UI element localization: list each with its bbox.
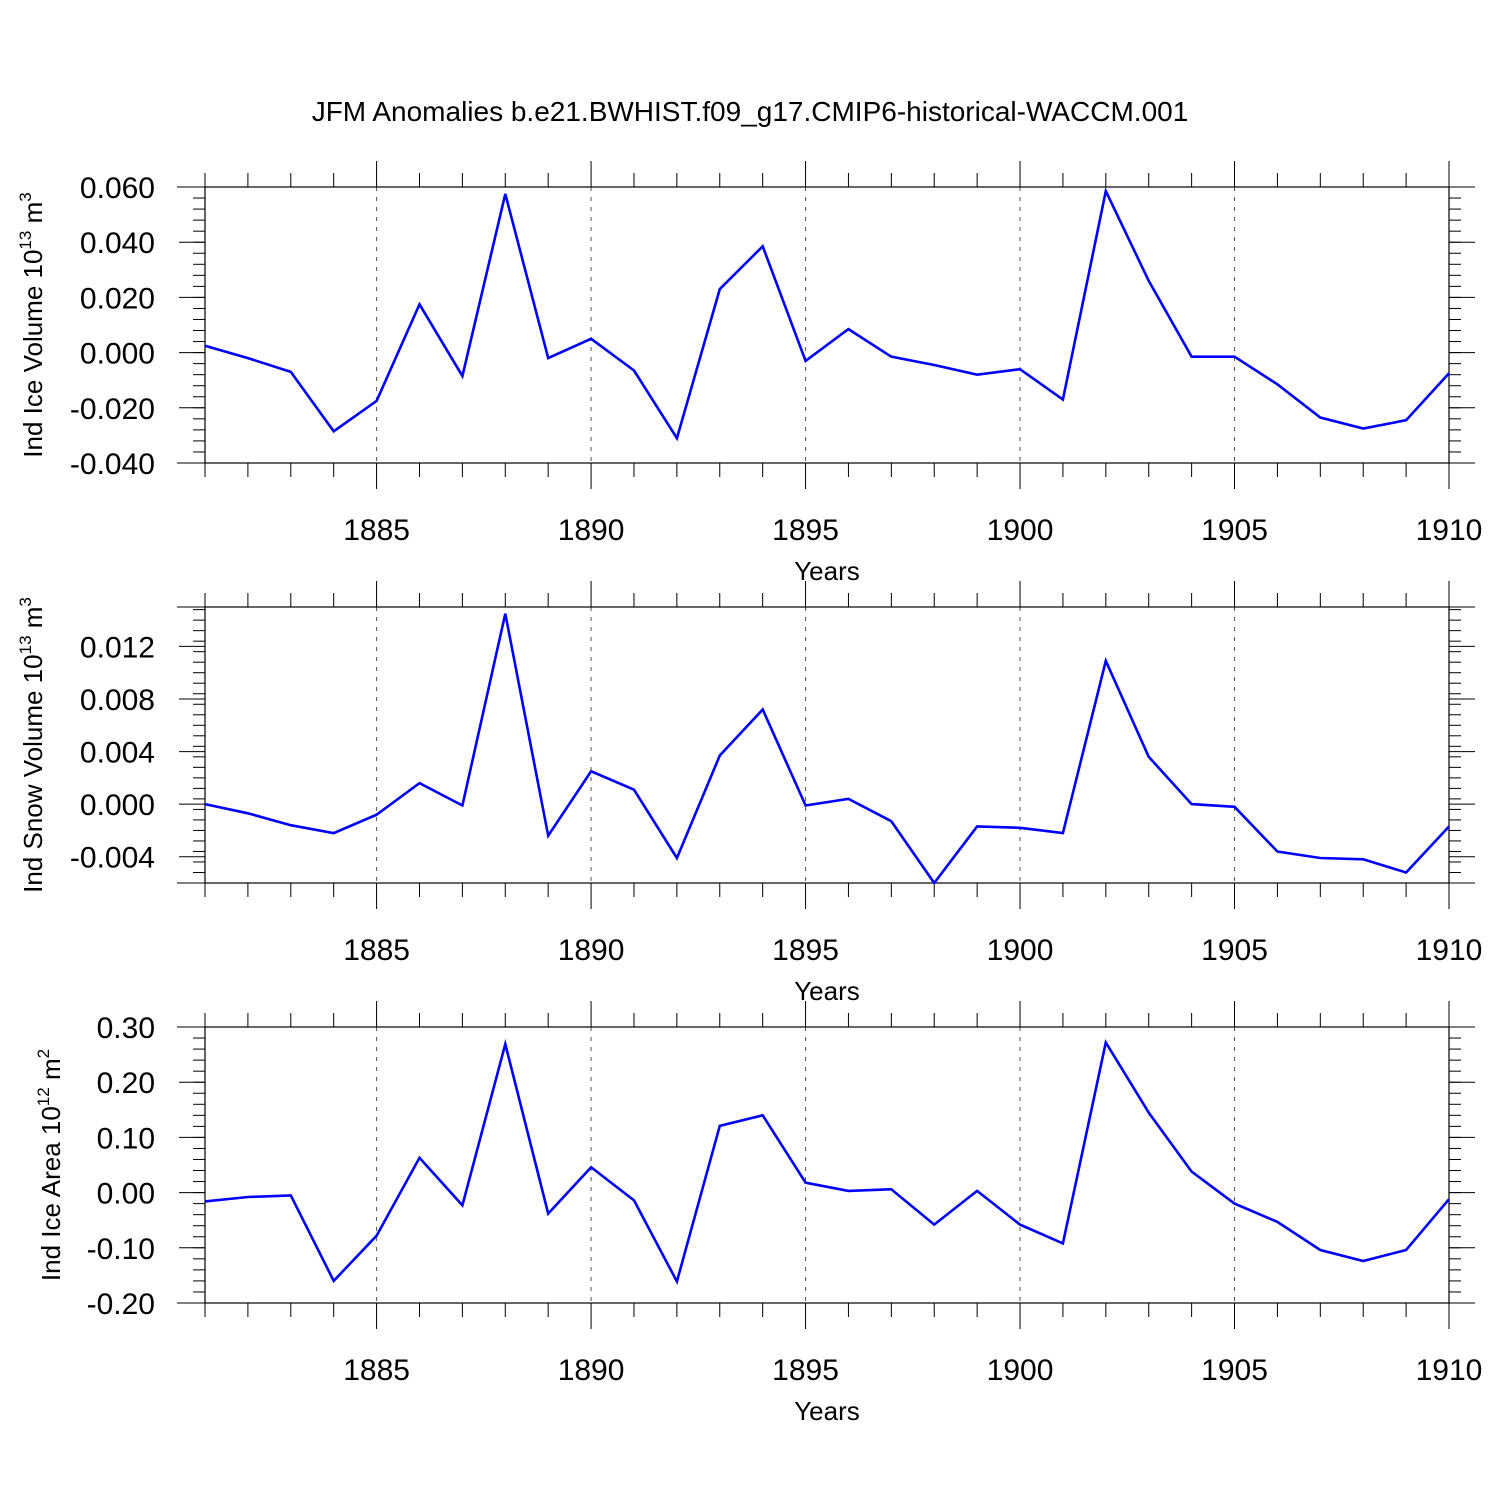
x-tick-label: 1905 xyxy=(1201,934,1268,967)
y-tick-label: 0.20 xyxy=(97,1067,155,1100)
y-tick-label: 0.040 xyxy=(80,227,155,260)
y-tick-label: -0.004 xyxy=(70,842,155,875)
x-tick-label: 1895 xyxy=(772,934,839,967)
y-tick-label: -0.10 xyxy=(87,1233,155,1266)
x-tick-label: 1905 xyxy=(1201,514,1268,547)
x-tick-label: 1895 xyxy=(772,1354,839,1387)
x-tick-label: 1890 xyxy=(558,934,625,967)
y-tick-label: 0.004 xyxy=(80,737,155,770)
y-axis-label: Ind Snow Volume 1013 m3 xyxy=(16,597,48,893)
chart-title: JFM Anomalies b.e21.BWHIST.f09_g17.CMIP6… xyxy=(311,96,1189,127)
x-tick-label: 1885 xyxy=(343,514,410,547)
panel-3: 0.30 0.20 0.10 0.00 -0.10 -0.20 1885 1890 1895 19… xyxy=(34,1001,1482,1426)
x-tick-label: 1910 xyxy=(1416,934,1483,967)
y-tick-label: -0.20 xyxy=(87,1288,155,1321)
panel-2: 0.012 0.008 0.004 0.000 -0.004 1885 1890 1895 19… xyxy=(16,581,1482,1006)
x-tick-label: 1900 xyxy=(987,934,1054,967)
plot-frame xyxy=(204,606,1450,884)
x-tick-label: 1910 xyxy=(1416,514,1483,547)
y-tick-label: 0.020 xyxy=(80,282,155,315)
x-tick-label: 1905 xyxy=(1201,1354,1268,1387)
x-tick-label: 1910 xyxy=(1416,1354,1483,1387)
y-tick-label: 0.060 xyxy=(80,172,155,205)
x-tick-label: 1900 xyxy=(987,1354,1054,1387)
y-tick-label: 0.00 xyxy=(97,1178,155,1211)
y-tick-label: 0.000 xyxy=(80,789,155,822)
y-tick-label: -0.040 xyxy=(70,448,155,481)
series-line xyxy=(204,613,1450,886)
x-tick-label: 1890 xyxy=(558,1354,625,1387)
series-line xyxy=(204,1038,1450,1286)
x-tick-label: 1900 xyxy=(987,514,1054,547)
y-tick-label: 0.10 xyxy=(97,1122,155,1155)
x-axis-label: Years xyxy=(794,1396,860,1426)
x-axis-label: Years xyxy=(794,976,860,1006)
y-axis-label: Ind Ice Area 1012 m2 xyxy=(34,1049,66,1281)
x-axis-label: Years xyxy=(794,556,860,586)
series-line xyxy=(204,187,1450,442)
y-tick-label: 0.012 xyxy=(80,631,155,664)
x-tick-label: 1890 xyxy=(558,514,625,547)
x-tick-label: 1885 xyxy=(343,934,410,967)
y-tick-label: -0.020 xyxy=(70,393,155,426)
x-tick-label: 1895 xyxy=(772,514,839,547)
y-tick-label: 0.000 xyxy=(80,338,155,371)
panel-1: 0.060 0.040 0.020 0.000 -0.020 -0.040 1885 1890… xyxy=(16,161,1482,586)
plot-frame xyxy=(204,1026,1450,1304)
y-tick-label: 0.30 xyxy=(97,1012,155,1045)
x-tick-label: 1885 xyxy=(343,1354,410,1387)
y-axis-label: Ind Ice Volume 1013 m3 xyxy=(16,192,48,457)
plot-frame xyxy=(204,186,1450,464)
y-tick-label: 0.008 xyxy=(80,684,155,717)
